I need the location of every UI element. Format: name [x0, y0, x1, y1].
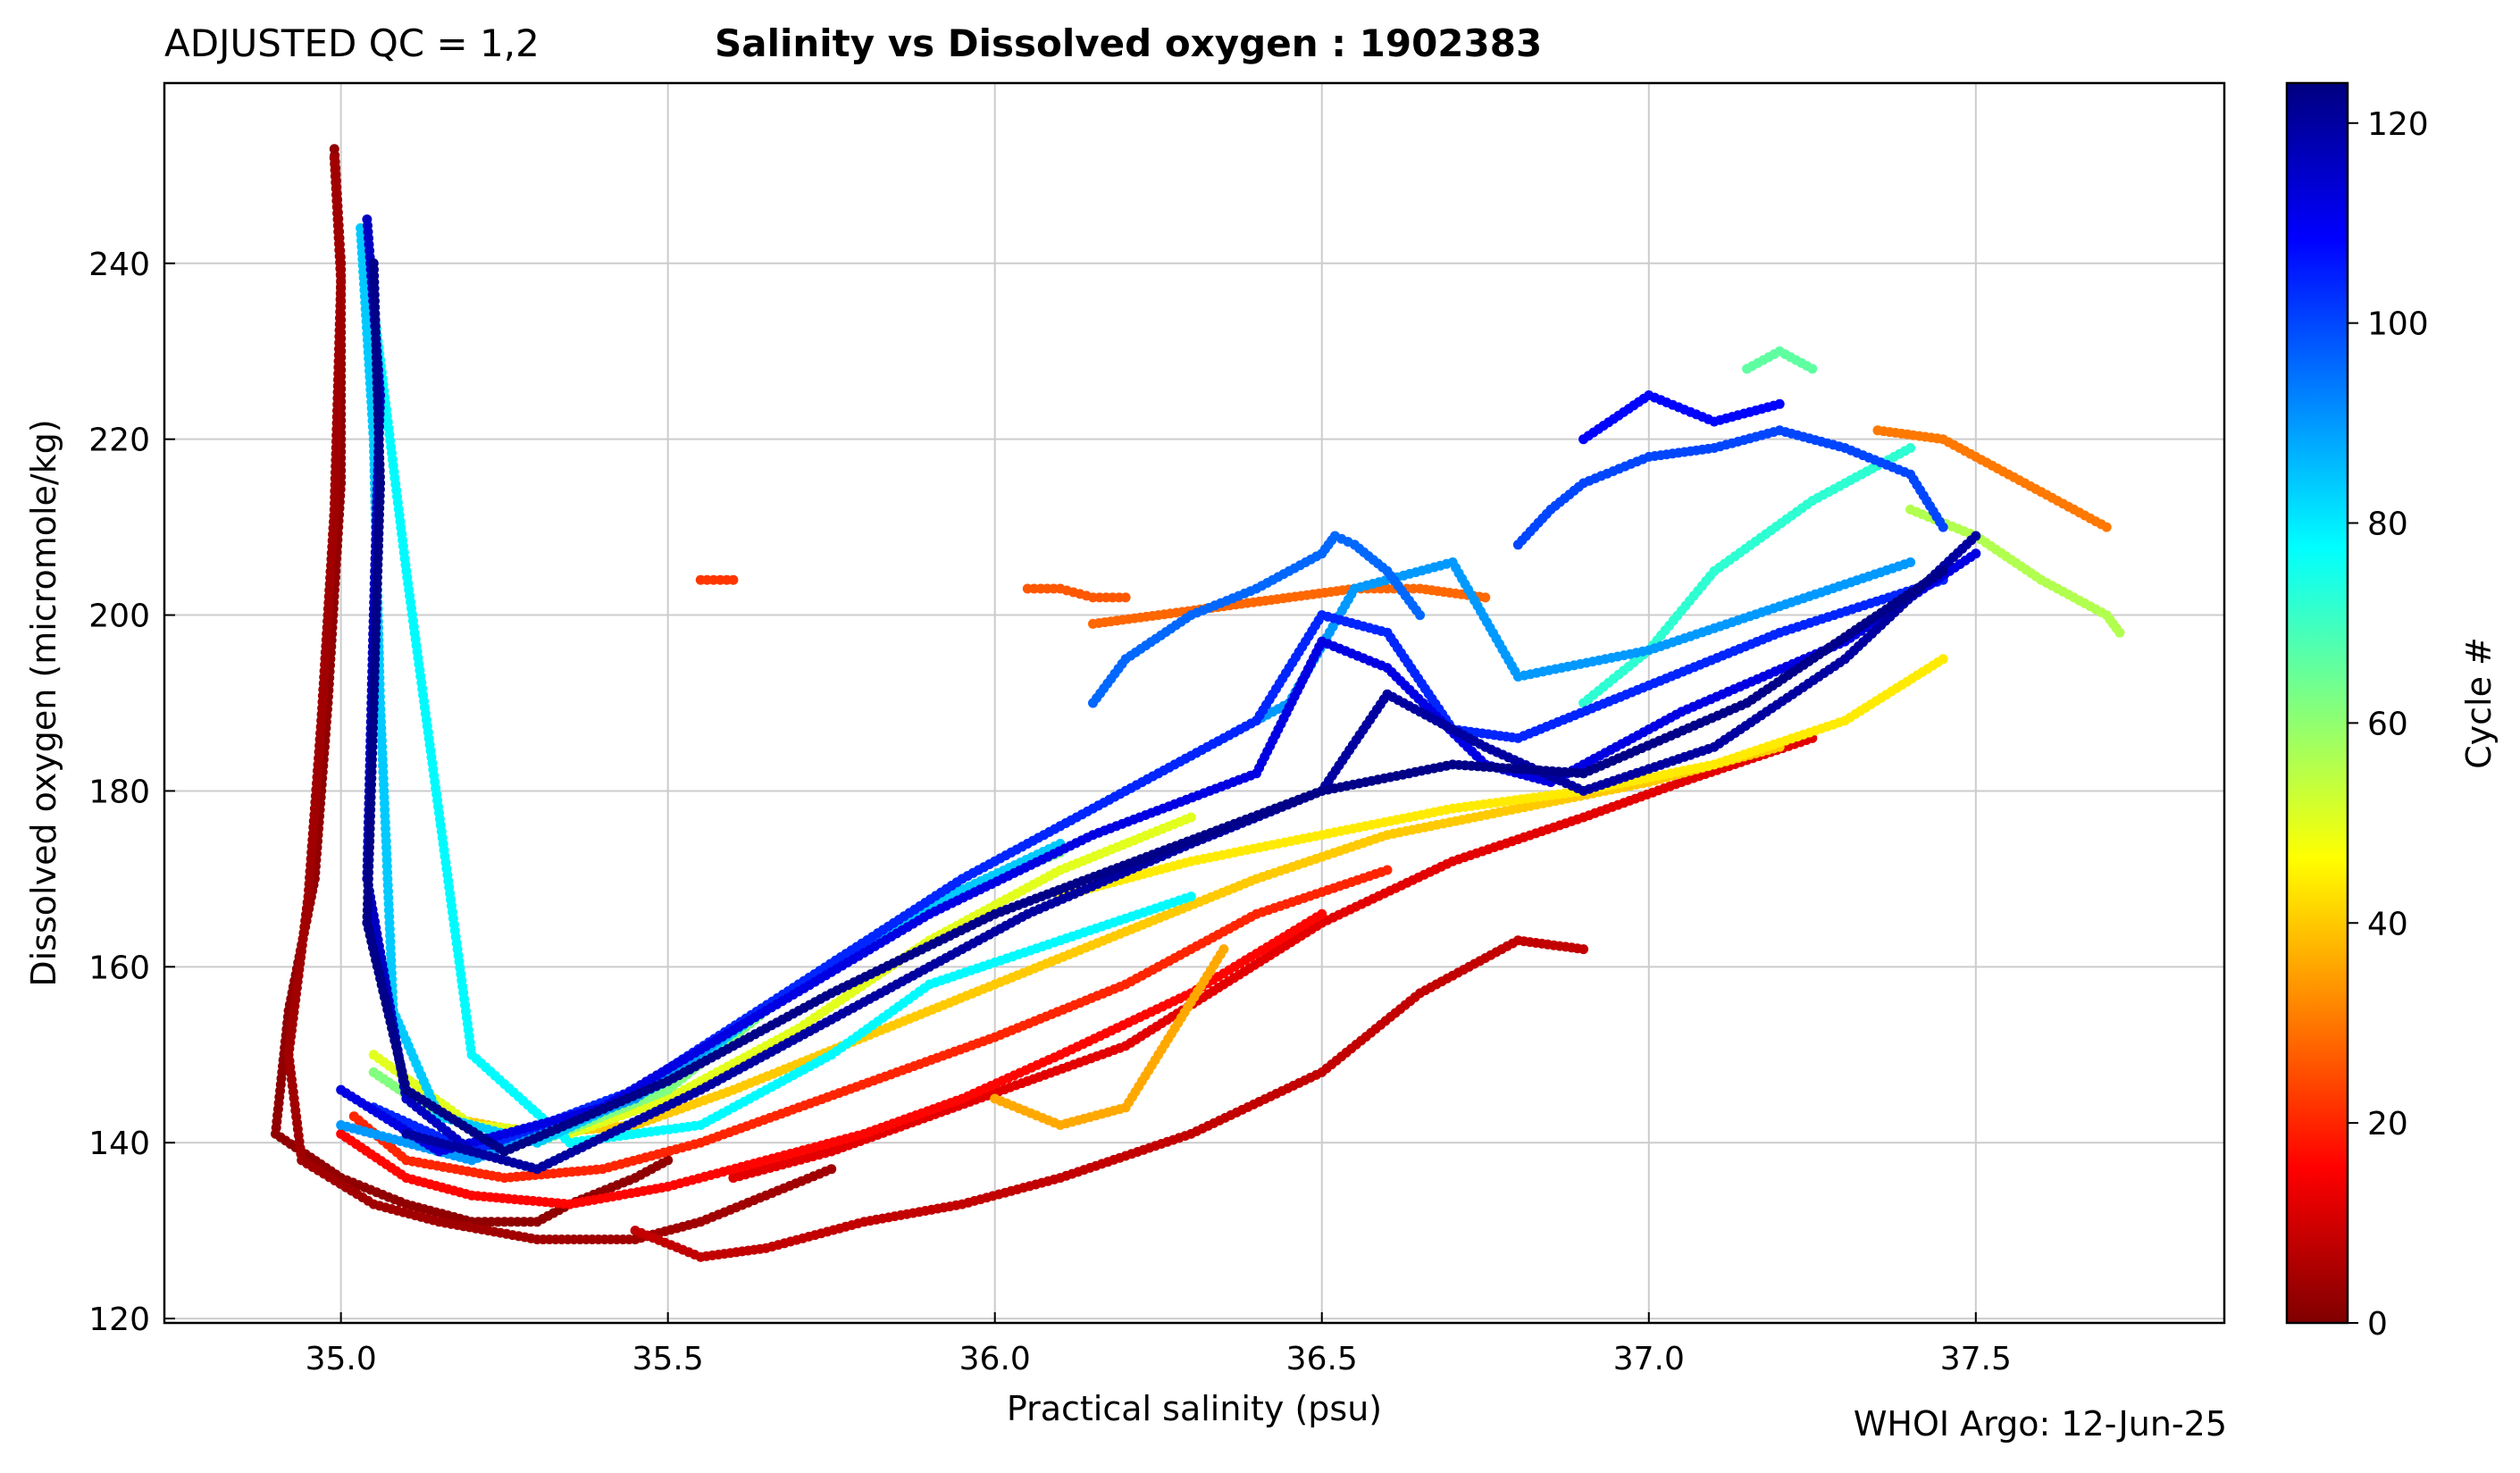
data-point [1905, 557, 1916, 567]
grid-lines [164, 83, 2224, 1323]
colorbar [2285, 81, 2349, 1325]
data-point [1317, 908, 1327, 919]
y-tick-label-0: 120 [88, 1301, 150, 1338]
data-point [1774, 398, 1785, 409]
data-point [1938, 565, 1948, 576]
colorbar-tick-label-3: 60 [2367, 706, 2408, 742]
data-point [1938, 654, 1948, 665]
colorbar-ticks: 0 20 40 60 80 100 120 [2348, 106, 2429, 1343]
data-point [1807, 364, 1818, 374]
data-point [1120, 592, 1131, 603]
data-point [1185, 812, 1196, 823]
y-tick-label-4: 200 [88, 598, 150, 635]
series-cycle-20 [348, 865, 1393, 1184]
series-cycle-50 [368, 812, 1196, 1139]
series-cycle-8 [630, 935, 1589, 1262]
series-cycle-123 [362, 258, 1948, 1157]
series-cycle-78 [362, 249, 1196, 1148]
series-cycle-40 [368, 741, 1785, 1139]
qc-label: ADJUSTED QC = 1,2 [164, 21, 540, 65]
series-cycle-120 [401, 531, 1981, 1175]
x-tick-label-5: 37.5 [1940, 1341, 2012, 1377]
y-tick-label-2: 160 [88, 950, 150, 986]
data-point [663, 1155, 674, 1166]
x-tick-label-0: 35.0 [306, 1341, 377, 1377]
series-cycle-22 [695, 574, 739, 585]
series-cycle-36 [990, 944, 1229, 1130]
data-point [826, 1164, 837, 1175]
data-point [1938, 522, 1948, 532]
plot-frame [163, 81, 2226, 1325]
colorbar-tick-label-1: 20 [2367, 1106, 2408, 1142]
series-cycle-30 [1872, 425, 2112, 532]
x-tick-label-2: 36.0 [959, 1341, 1031, 1377]
series-cycle-4 [283, 153, 837, 1244]
y-tick-label-5: 220 [88, 423, 150, 459]
data-point [1218, 944, 1229, 955]
data-point [1415, 610, 1426, 621]
series-cycle-96 [1088, 531, 1426, 708]
data-point [1971, 531, 1981, 541]
series-cycle-2 [271, 144, 674, 1227]
credit-label: WHOI Argo: 12-Jun-25 [1853, 1404, 2227, 1444]
y-tick-label-3: 180 [88, 774, 150, 810]
colorbar-tick-label-6: 120 [2367, 106, 2429, 143]
series-cycle-28 [1088, 583, 1491, 629]
data-point [728, 574, 739, 585]
chart-title: Salinity vs Dissolved oxygen : 1902383 [715, 21, 1543, 65]
colorbar-tick-label-0: 0 [2367, 1306, 2388, 1343]
data-point [1578, 944, 1589, 955]
scatter-points [271, 144, 2125, 1262]
colorbar-tick-label-5: 100 [2367, 306, 2429, 343]
colorbar-label: Cycle # [2459, 637, 2499, 769]
series-cycle-44 [1055, 654, 1948, 902]
data-point [1480, 592, 1491, 603]
y-tick-label-1: 140 [88, 1126, 150, 1162]
x-tick-label-1: 35.5 [632, 1341, 704, 1377]
data-point [1382, 865, 1393, 875]
series-cycle-100 [1512, 425, 1948, 550]
series-cycle-66 [1742, 346, 1818, 374]
x-axis-ticks: 35.0 35.5 36.0 36.5 37.0 37.5 [306, 1312, 2012, 1377]
data-point [1971, 548, 1981, 559]
y-tick-label-6: 240 [88, 247, 150, 283]
series-cycle-108 [1578, 390, 1785, 445]
data-point [1185, 891, 1196, 902]
y-axis-ticks: 120 140 160 180 200 220 240 [88, 247, 175, 1338]
series-cycle-16 [336, 908, 1327, 1209]
x-tick-label-4: 37.0 [1613, 1341, 1685, 1377]
colorbar-tick-label-2: 40 [2367, 906, 2408, 942]
data-point [1905, 443, 1916, 453]
x-axis-label: Practical salinity (psu) [1007, 1389, 1382, 1428]
series-cycle-12 [728, 732, 1818, 1184]
data-point [2114, 627, 2125, 638]
series-cycle-26 [1022, 583, 1131, 603]
y-axis-label: Dissolved oxygen (micromole/kg) [24, 419, 63, 986]
colorbar-tick-label-4: 80 [2367, 506, 2408, 543]
x-tick-label-3: 36.5 [1286, 1341, 1358, 1377]
data-point [2101, 522, 2112, 532]
